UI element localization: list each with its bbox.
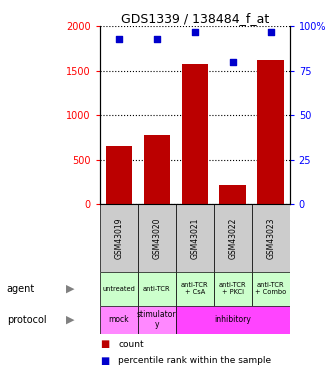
Bar <box>176 272 214 306</box>
Text: anti-TCR
+ CsA: anti-TCR + CsA <box>181 282 208 295</box>
Bar <box>219 185 246 204</box>
Text: GSM43022: GSM43022 <box>228 217 237 259</box>
Text: count: count <box>118 340 144 349</box>
Text: untreated: untreated <box>103 286 135 292</box>
Text: protocol: protocol <box>7 315 46 325</box>
Text: anti-TCR
+ Combo: anti-TCR + Combo <box>255 282 286 295</box>
Text: ■: ■ <box>100 356 109 366</box>
Bar <box>144 135 170 204</box>
Text: ▶: ▶ <box>66 284 74 294</box>
Bar <box>214 272 252 306</box>
Bar <box>176 204 214 272</box>
Text: anti-TCR
+ PKCi: anti-TCR + PKCi <box>219 282 246 295</box>
Point <box>268 28 273 34</box>
Text: agent: agent <box>7 284 35 294</box>
Bar <box>138 204 176 272</box>
Text: GSM43021: GSM43021 <box>190 217 199 259</box>
Point <box>154 36 160 42</box>
Text: anti-TCR: anti-TCR <box>143 286 170 292</box>
Bar <box>214 204 252 272</box>
Bar <box>106 147 132 204</box>
Bar <box>252 204 290 272</box>
Text: GSM43019: GSM43019 <box>114 217 124 259</box>
Text: ▶: ▶ <box>66 315 74 325</box>
Bar <box>138 306 176 334</box>
Point <box>230 59 235 65</box>
Bar <box>138 272 176 306</box>
Bar <box>176 306 290 334</box>
Point <box>116 36 122 42</box>
Text: percentile rank within the sample: percentile rank within the sample <box>118 356 271 365</box>
Bar <box>100 204 138 272</box>
Text: stimulator
y: stimulator y <box>137 310 176 329</box>
Text: inhibitory: inhibitory <box>214 315 251 324</box>
Bar <box>100 272 138 306</box>
Text: GSM43020: GSM43020 <box>152 217 162 259</box>
Bar <box>257 60 284 204</box>
Point <box>192 28 197 34</box>
Bar <box>100 306 138 334</box>
Text: mock: mock <box>109 315 129 324</box>
Bar <box>181 64 208 204</box>
Text: ■: ■ <box>100 339 109 349</box>
Text: GSM43023: GSM43023 <box>266 217 275 259</box>
Bar <box>252 272 290 306</box>
Title: GDS1339 / 138484_f_at: GDS1339 / 138484_f_at <box>121 12 269 25</box>
